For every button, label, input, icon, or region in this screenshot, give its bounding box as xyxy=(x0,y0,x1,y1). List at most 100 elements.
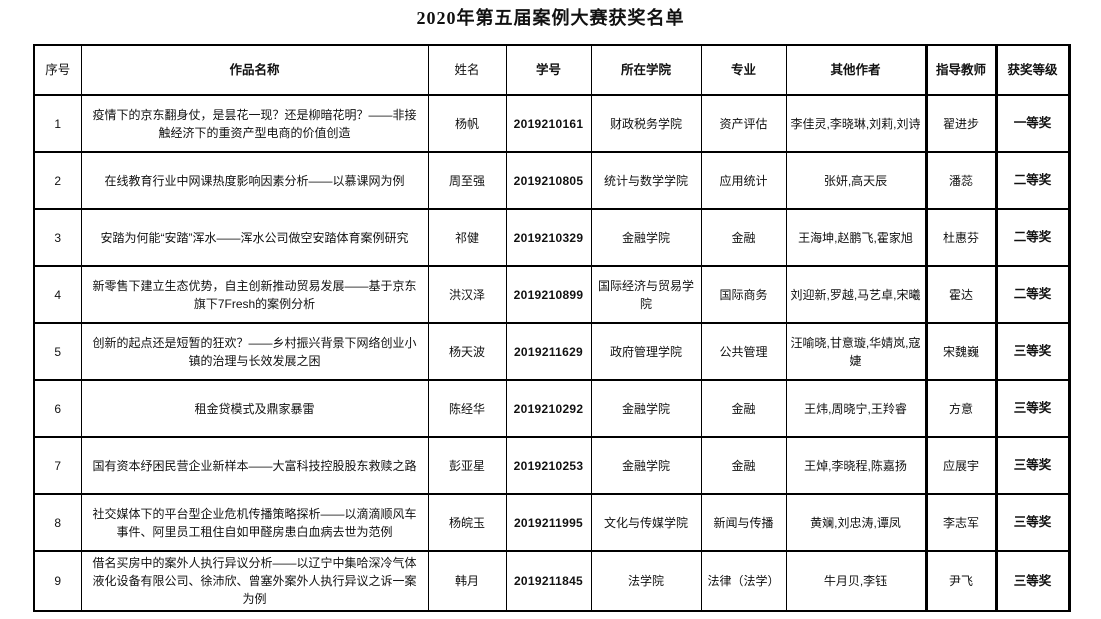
cell-name: 陈经华 xyxy=(427,379,507,438)
cell-award: 二等奖 xyxy=(994,265,1071,324)
column-header-other-authors: 其他作者 xyxy=(785,44,927,96)
cell-work-title: 租金贷模式及鼎家暴雷 xyxy=(80,379,429,438)
cell-index: 6 xyxy=(33,379,82,438)
cell-other-authors: 李佳灵,李晓琳,刘莉,刘诗 xyxy=(785,94,927,153)
table-row: 2 在线教育行业中网课热度影响因素分析——以慕课网为例 周至强 20192108… xyxy=(33,151,1071,210)
cell-advisor: 霍达 xyxy=(924,265,997,324)
cell-award: 二等奖 xyxy=(994,208,1071,267)
cell-advisor: 李志军 xyxy=(924,493,997,552)
cell-name: 韩月 xyxy=(427,550,507,612)
cell-name: 杨天波 xyxy=(427,322,507,381)
cell-advisor: 宋魏巍 xyxy=(924,322,997,381)
cell-other-authors: 王炜,周晓宁,王羚睿 xyxy=(785,379,927,438)
page-title: 2020年第五届案例大赛获奖名单 xyxy=(416,8,685,28)
cell-work-title: 安踏为何能“安踏”浑水——浑水公司做空安踏体育案例研究 xyxy=(80,208,429,267)
cell-name: 彭亚星 xyxy=(427,436,507,495)
cell-other-authors: 张妍,高天辰 xyxy=(785,151,927,210)
awards-table: 序号 作品名称 姓名 学号 所在学院 专业 其他作者 指导教师 获奖等级 1 疫… xyxy=(33,44,1071,612)
cell-major: 金融 xyxy=(700,379,787,438)
cell-award: 一等奖 xyxy=(994,94,1071,153)
cell-advisor: 潘蕊 xyxy=(924,151,997,210)
column-header-name: 姓名 xyxy=(427,44,507,96)
cell-college: 政府管理学院 xyxy=(590,322,702,381)
table-row: 8 社交媒体下的平台型企业危机传播策略探析——以滴滴顺风车事件、阿里员工租住自如… xyxy=(33,493,1071,552)
cell-student-id: 2019211629 xyxy=(505,322,592,381)
cell-other-authors: 黄斓,刘忠涛,谭凤 xyxy=(785,493,927,552)
cell-other-authors: 王焯,李晓程,陈嘉扬 xyxy=(785,436,927,495)
cell-college: 文化与传媒学院 xyxy=(590,493,702,552)
cell-major: 应用统计 xyxy=(700,151,787,210)
cell-award: 三等奖 xyxy=(994,379,1071,438)
cell-work-title: 疫情下的京东翻身仗，是昙花一现？还是柳暗花明？——非接触经济下的重资产型电商的价… xyxy=(80,94,429,153)
cell-award: 二等奖 xyxy=(994,151,1071,210)
cell-major: 公共管理 xyxy=(700,322,787,381)
cell-work-title: 新零售下建立生态优势，自主创新推动贸易发展——基于京东旗下7Fresh的案例分析 xyxy=(80,265,429,324)
cell-index: 4 xyxy=(33,265,82,324)
header-row: 序号 作品名称 姓名 学号 所在学院 专业 其他作者 指导教师 获奖等级 xyxy=(33,44,1071,96)
cell-student-id: 2019211845 xyxy=(505,550,592,612)
cell-college: 财政税务学院 xyxy=(590,94,702,153)
cell-index: 8 xyxy=(33,493,82,552)
cell-advisor: 杜惠芬 xyxy=(924,208,997,267)
cell-work-title: 借名买房中的案外人执行异议分析——以辽宁中集哈深冷气体液化设备有限公司、徐沛欣、… xyxy=(80,550,429,612)
cell-index: 2 xyxy=(33,151,82,210)
cell-other-authors: 牛月贝,李钰 xyxy=(785,550,927,612)
column-header-award-level: 获奖等级 xyxy=(994,44,1071,96)
cell-name: 洪汉泽 xyxy=(427,265,507,324)
cell-name: 祁健 xyxy=(427,208,507,267)
cell-college: 金融学院 xyxy=(590,208,702,267)
cell-name: 周至强 xyxy=(427,151,507,210)
column-header-advisor: 指导教师 xyxy=(924,44,997,96)
cell-index: 9 xyxy=(33,550,82,612)
cell-major: 金融 xyxy=(700,436,787,495)
cell-name: 杨皖玉 xyxy=(427,493,507,552)
cell-student-id: 2019210805 xyxy=(505,151,592,210)
table-row: 9 借名买房中的案外人执行异议分析——以辽宁中集哈深冷气体液化设备有限公司、徐沛… xyxy=(33,550,1071,612)
cell-college: 统计与数学学院 xyxy=(590,151,702,210)
cell-index: 3 xyxy=(33,208,82,267)
cell-work-title: 创新的起点还是短暂的狂欢？——乡村振兴背景下网络创业小镇的治理与长效发展之困 xyxy=(80,322,429,381)
cell-advisor: 翟进步 xyxy=(924,94,997,153)
cell-major: 法律（法学） xyxy=(700,550,787,612)
column-header-major: 专业 xyxy=(700,44,787,96)
cell-work-title: 社交媒体下的平台型企业危机传播策略探析——以滴滴顺风车事件、阿里员工租住自如甲醛… xyxy=(80,493,429,552)
column-header-index: 序号 xyxy=(33,44,82,96)
cell-other-authors: 汪喻晓,甘意璇,华婧岚,寇婕 xyxy=(785,322,927,381)
cell-advisor: 应展宇 xyxy=(924,436,997,495)
awards-table-body: 1 疫情下的京东翻身仗，是昙花一现？还是柳暗花明？——非接触经济下的重资产型电商… xyxy=(33,94,1071,612)
cell-student-id: 2019210253 xyxy=(505,436,592,495)
cell-college: 金融学院 xyxy=(590,436,702,495)
cell-index: 7 xyxy=(33,436,82,495)
column-header-college: 所在学院 xyxy=(590,44,702,96)
cell-student-id: 2019211995 xyxy=(505,493,592,552)
cell-major: 资产评估 xyxy=(700,94,787,153)
cell-student-id: 2019210161 xyxy=(505,94,592,153)
cell-other-authors: 刘迎新,罗越,马艺卓,宋曦 xyxy=(785,265,927,324)
table-row: 5 创新的起点还是短暂的狂欢？——乡村振兴背景下网络创业小镇的治理与长效发展之困… xyxy=(33,322,1071,381)
column-header-student-id: 学号 xyxy=(505,44,592,96)
table-row: 3 安踏为何能“安踏”浑水——浑水公司做空安踏体育案例研究 祁健 2019210… xyxy=(33,208,1071,267)
cell-name: 杨帆 xyxy=(427,94,507,153)
column-header-work-title: 作品名称 xyxy=(80,44,429,96)
cell-index: 5 xyxy=(33,322,82,381)
cell-advisor: 尹飞 xyxy=(924,550,997,612)
cell-work-title: 在线教育行业中网课热度影响因素分析——以慕课网为例 xyxy=(80,151,429,210)
cell-award: 三等奖 xyxy=(994,493,1071,552)
cell-advisor: 方意 xyxy=(924,379,997,438)
table-row: 1 疫情下的京东翻身仗，是昙花一现？还是柳暗花明？——非接触经济下的重资产型电商… xyxy=(33,94,1071,153)
cell-award: 三等奖 xyxy=(994,550,1071,612)
cell-work-title: 国有资本纾困民营企业新样本——大富科技控股股东救赎之路 xyxy=(80,436,429,495)
cell-student-id: 2019210899 xyxy=(505,265,592,324)
cell-major: 金融 xyxy=(700,208,787,267)
cell-student-id: 2019210292 xyxy=(505,379,592,438)
cell-index: 1 xyxy=(33,94,82,153)
table-row: 6 租金贷模式及鼎家暴雷 陈经华 2019210292 金融学院 金融 王炜,周… xyxy=(33,379,1071,438)
cell-award: 三等奖 xyxy=(994,436,1071,495)
cell-college: 金融学院 xyxy=(590,379,702,438)
cell-college: 法学院 xyxy=(590,550,702,612)
cell-major: 国际商务 xyxy=(700,265,787,324)
table-row: 4 新零售下建立生态优势，自主创新推动贸易发展——基于京东旗下7Fresh的案例… xyxy=(33,265,1071,324)
cell-college: 国际经济与贸易学院 xyxy=(590,265,702,324)
cell-award: 三等奖 xyxy=(994,322,1071,381)
cell-student-id: 2019210329 xyxy=(505,208,592,267)
